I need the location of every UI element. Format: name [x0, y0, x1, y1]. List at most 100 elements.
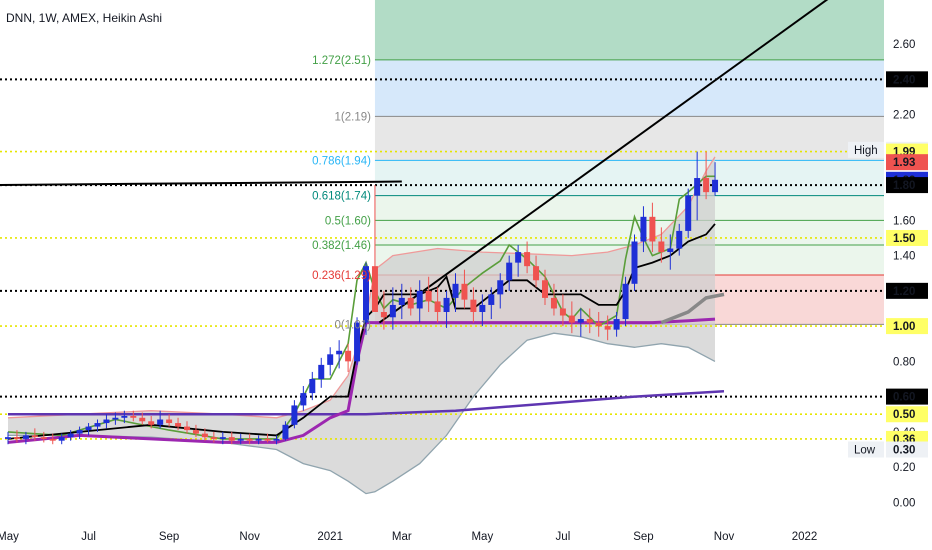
candle[interactable]	[49, 433, 56, 445]
candle[interactable]	[524, 241, 531, 274]
fib-zone-3	[374, 160, 884, 196]
candle[interactable]	[31, 428, 38, 441]
candle[interactable]	[363, 262, 369, 335]
candle[interactable]	[667, 234, 674, 270]
candle[interactable]	[479, 294, 486, 327]
candle[interactable]	[452, 273, 459, 312]
candle[interactable]	[703, 151, 710, 200]
candle[interactable]	[264, 433, 271, 443]
candle[interactable]	[631, 234, 638, 291]
candle-body	[595, 322, 602, 327]
candle[interactable]	[658, 227, 665, 263]
candle[interactable]	[371, 185, 378, 312]
candle[interactable]	[67, 430, 74, 441]
candle[interactable]	[94, 419, 101, 432]
candle[interactable]	[85, 423, 92, 436]
candle[interactable]	[228, 431, 235, 445]
candle[interactable]	[542, 269, 548, 305]
candle[interactable]	[497, 273, 504, 309]
candle[interactable]	[533, 255, 540, 288]
price-note-1: High	[854, 145, 878, 157]
fib-label-5: 0.786(1.94)	[312, 155, 371, 167]
candle[interactable]	[676, 223, 683, 256]
candle[interactable]	[443, 290, 450, 328]
candle[interactable]	[201, 428, 208, 441]
candle[interactable]	[416, 280, 423, 323]
candle[interactable]	[309, 371, 316, 401]
candle[interactable]	[336, 340, 343, 369]
candle[interactable]	[273, 435, 280, 445]
candle-body	[613, 319, 620, 330]
candle[interactable]	[622, 276, 629, 327]
candle[interactable]	[282, 421, 289, 441]
candle[interactable]	[318, 357, 325, 388]
candle[interactable]	[568, 301, 575, 334]
candle[interactable]	[246, 433, 253, 445]
fib-label-0: 0(1.01)	[335, 319, 372, 331]
candle-body	[694, 178, 701, 196]
candle[interactable]	[649, 202, 656, 253]
candle[interactable]	[613, 312, 620, 337]
candle[interactable]	[327, 347, 334, 376]
candle-body	[416, 290, 423, 309]
price-tag-bg-5	[886, 177, 928, 194]
candle[interactable]	[389, 287, 396, 330]
candle-body	[5, 437, 11, 439]
candle[interactable]	[112, 412, 119, 425]
candle[interactable]	[586, 308, 593, 334]
candle[interactable]	[148, 416, 155, 429]
candle[interactable]	[694, 151, 701, 221]
candle[interactable]	[219, 431, 226, 445]
candle[interactable]	[380, 290, 387, 330]
candle[interactable]	[300, 386, 307, 411]
candle[interactable]	[237, 433, 244, 445]
candle[interactable]	[461, 269, 468, 309]
candle-body	[631, 241, 638, 284]
candle[interactable]	[595, 312, 602, 337]
candle[interactable]	[166, 414, 173, 427]
candle[interactable]	[398, 283, 405, 320]
candle[interactable]	[121, 410, 128, 424]
candle[interactable]	[604, 315, 611, 341]
candle[interactable]	[157, 410, 164, 429]
candle[interactable]	[5, 431, 11, 445]
candle-body	[703, 178, 710, 193]
candle-body	[497, 280, 504, 295]
time-tick-7: Jul	[556, 531, 571, 543]
candle[interactable]	[434, 287, 441, 323]
candle[interactable]	[40, 431, 47, 443]
candle[interactable]	[515, 245, 522, 277]
candle[interactable]	[712, 162, 719, 196]
candle[interactable]	[559, 294, 566, 327]
candle[interactable]	[175, 417, 182, 431]
candle[interactable]	[685, 188, 692, 238]
candle[interactable]	[192, 424, 199, 438]
candle[interactable]	[13, 430, 20, 443]
candle[interactable]	[210, 431, 217, 443]
candles[interactable]	[5, 151, 719, 445]
candle[interactable]	[58, 433, 65, 445]
candle-body	[130, 416, 137, 418]
price-tag-10: 0.50	[893, 409, 915, 421]
candle[interactable]	[506, 255, 513, 291]
candle[interactable]	[22, 431, 29, 445]
candle[interactable]	[470, 287, 477, 323]
candle[interactable]	[255, 435, 262, 445]
candle[interactable]	[354, 317, 361, 365]
candle[interactable]	[76, 426, 83, 439]
candle[interactable]	[577, 308, 584, 337]
candle[interactable]	[130, 410, 137, 422]
candle[interactable]	[103, 414, 110, 429]
candle[interactable]	[139, 412, 146, 425]
candle[interactable]	[425, 276, 432, 312]
candle[interactable]	[345, 343, 352, 372]
candle[interactable]	[488, 287, 495, 320]
candle[interactable]	[550, 283, 557, 316]
candle[interactable]	[184, 421, 190, 434]
candle[interactable]	[291, 400, 298, 429]
candle[interactable]	[407, 287, 414, 316]
candle[interactable]	[640, 206, 647, 253]
fib-label-6: 1(2.19)	[335, 111, 372, 123]
candle-body	[264, 438, 271, 441]
